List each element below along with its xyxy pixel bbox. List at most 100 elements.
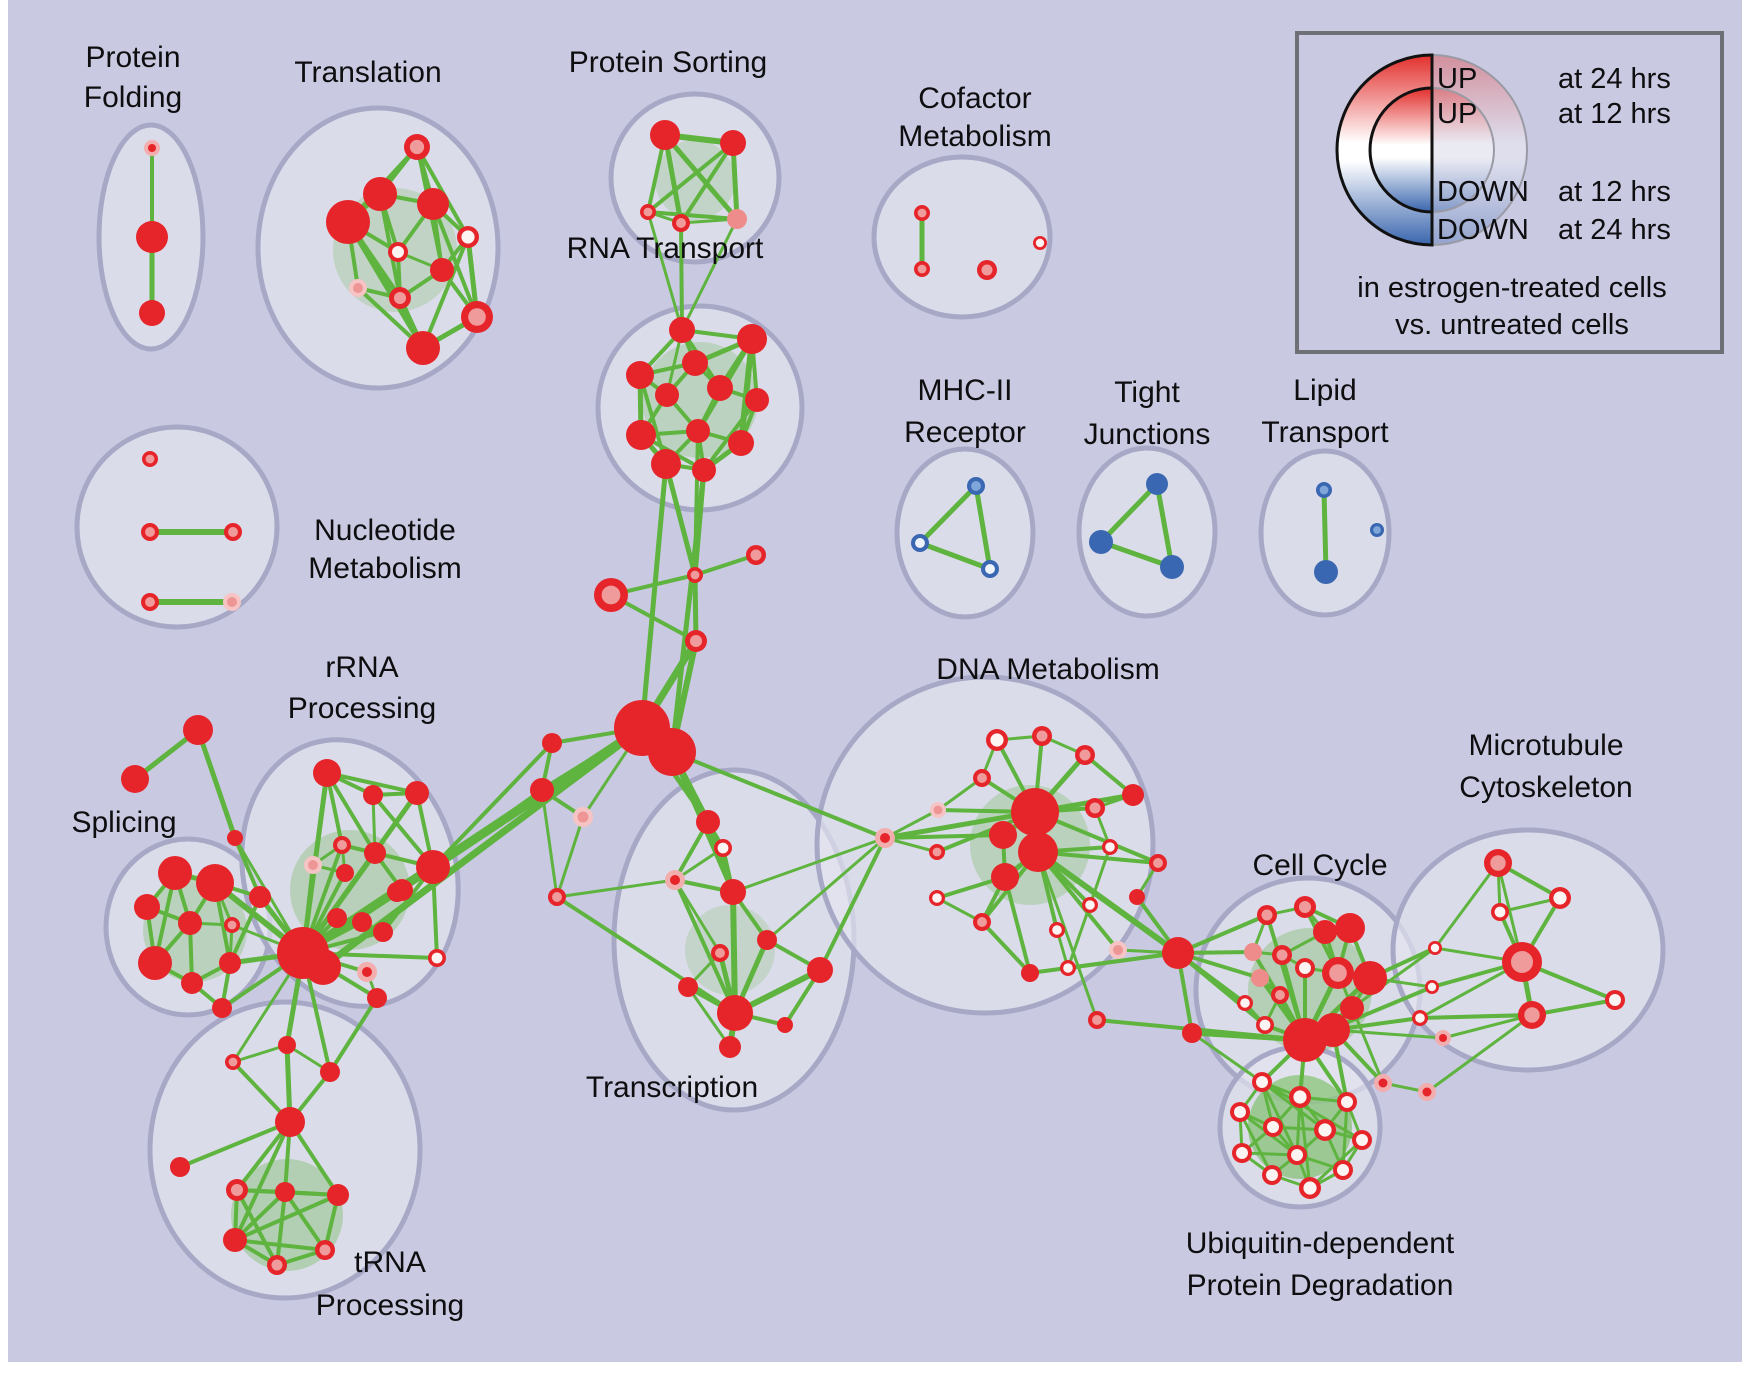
cluster-ellipse-cofactor-metabolism [871, 154, 1053, 320]
network-edge [686, 985, 732, 1049]
network-edge [431, 202, 479, 319]
cluster-label-cofactor-metabolism: Metabolism [898, 120, 1051, 153]
cluster-label-lipid-transport: Transport [1261, 416, 1389, 449]
cluster-label-microtubule-cytoskeleton: Cytoskeleton [1459, 771, 1632, 804]
network-node-core [1553, 891, 1567, 905]
network-edge [917, 483, 979, 546]
network-node [278, 1036, 296, 1054]
network-edge [662, 132, 740, 222]
network-edge [730, 889, 738, 1016]
network-node [1122, 784, 1144, 806]
network-node-core [1105, 842, 1115, 852]
network-node [134, 894, 160, 920]
cluster-label-dna-metabolism: DNA Metabolism [936, 653, 1159, 686]
network-node-core [1052, 925, 1062, 935]
network-edge [275, 1190, 287, 1267]
network-node-core [148, 144, 156, 152]
network-node [223, 1228, 247, 1252]
network-node-core [337, 840, 347, 850]
legend-direction-label: UP [1437, 63, 1477, 95]
network-node [720, 879, 746, 905]
network-edge [679, 141, 735, 225]
network-edge [1425, 1013, 1534, 1094]
cluster-label-cofactor-metabolism: Cofactor [918, 82, 1031, 115]
network-edge [670, 750, 887, 840]
legend-inner-circle-right [1431, 86, 1495, 214]
network-edge [235, 1188, 279, 1267]
network-node [416, 850, 450, 884]
network-node [136, 221, 168, 253]
network-node-core [917, 264, 927, 274]
network-node [275, 1107, 305, 1137]
network-node-core [227, 920, 237, 930]
network-node [327, 908, 347, 928]
network-node-core [670, 875, 680, 885]
network-node [1146, 473, 1168, 495]
network-node-core [271, 1259, 283, 1271]
cluster-label-rrna-processing: Processing [288, 692, 436, 725]
network-node [305, 949, 341, 985]
network-edge [1530, 998, 1617, 1017]
legend-direction-label: DOWN [1437, 176, 1529, 208]
network-node-core [1035, 238, 1045, 248]
network-edge [233, 1238, 327, 1252]
network-edge [673, 878, 737, 1015]
network-node-core [981, 264, 993, 276]
network-edge [1088, 845, 1112, 907]
cluster-label-trna-processing: Processing [316, 1289, 464, 1322]
network-edge [283, 1190, 327, 1252]
cluster-label-tight-junctions: Junctions [1084, 418, 1211, 451]
network-node-core [601, 585, 621, 605]
network-node [682, 350, 708, 376]
network-edge [1441, 1013, 1534, 1040]
network-node [1182, 1023, 1202, 1043]
network-edge [679, 221, 684, 332]
network-node-core [1299, 962, 1311, 974]
cluster-label-translation: Translation [294, 56, 441, 89]
network-node [326, 200, 370, 244]
network-node-core [1236, 1147, 1248, 1159]
network-node-core [977, 773, 987, 783]
network-node [367, 988, 387, 1008]
cluster-ellipse-mhc-ii-receptor [894, 446, 1036, 620]
network-node-core [308, 860, 318, 870]
network-node [196, 864, 234, 902]
network-node [650, 120, 680, 150]
network-edge [325, 771, 377, 855]
network-edge [325, 771, 419, 795]
network-node-core [362, 967, 372, 977]
network-node [138, 946, 172, 980]
network-node [530, 778, 554, 802]
cluster-label-lipid-transport: Lipid [1293, 374, 1356, 407]
cluster-label-mhc-ii-receptor: Receptor [904, 416, 1026, 449]
network-node-core [1430, 943, 1440, 953]
network-node [406, 331, 440, 365]
network-node-core [643, 207, 653, 217]
network-node [989, 821, 1017, 849]
network-node [373, 922, 393, 942]
network-node [626, 420, 656, 450]
network-node [170, 1157, 190, 1177]
network-node [757, 930, 777, 950]
network-node-core [985, 564, 995, 574]
network-node [651, 449, 681, 479]
network-node [669, 317, 695, 343]
network-node-core [228, 527, 238, 537]
network-edge [1154, 481, 1175, 570]
network-edge [702, 398, 759, 472]
network-node-core [230, 1183, 244, 1197]
network-node [1335, 913, 1365, 943]
network-node-core [990, 733, 1004, 747]
network-node-core [552, 892, 562, 902]
network-node [745, 388, 769, 412]
network-node [320, 1062, 340, 1082]
network-edge [738, 336, 755, 446]
network-node-core [1085, 900, 1095, 910]
cluster-label-cell-cycle: Cell Cycle [1252, 849, 1387, 882]
network-edge [646, 210, 684, 332]
network-node-core [915, 538, 925, 548]
network-edge [693, 553, 758, 577]
cluster-label-mhc-ii-receptor: MHC-II [918, 374, 1013, 407]
network-node-core [1298, 900, 1312, 914]
network-edge [1350, 946, 1437, 1010]
